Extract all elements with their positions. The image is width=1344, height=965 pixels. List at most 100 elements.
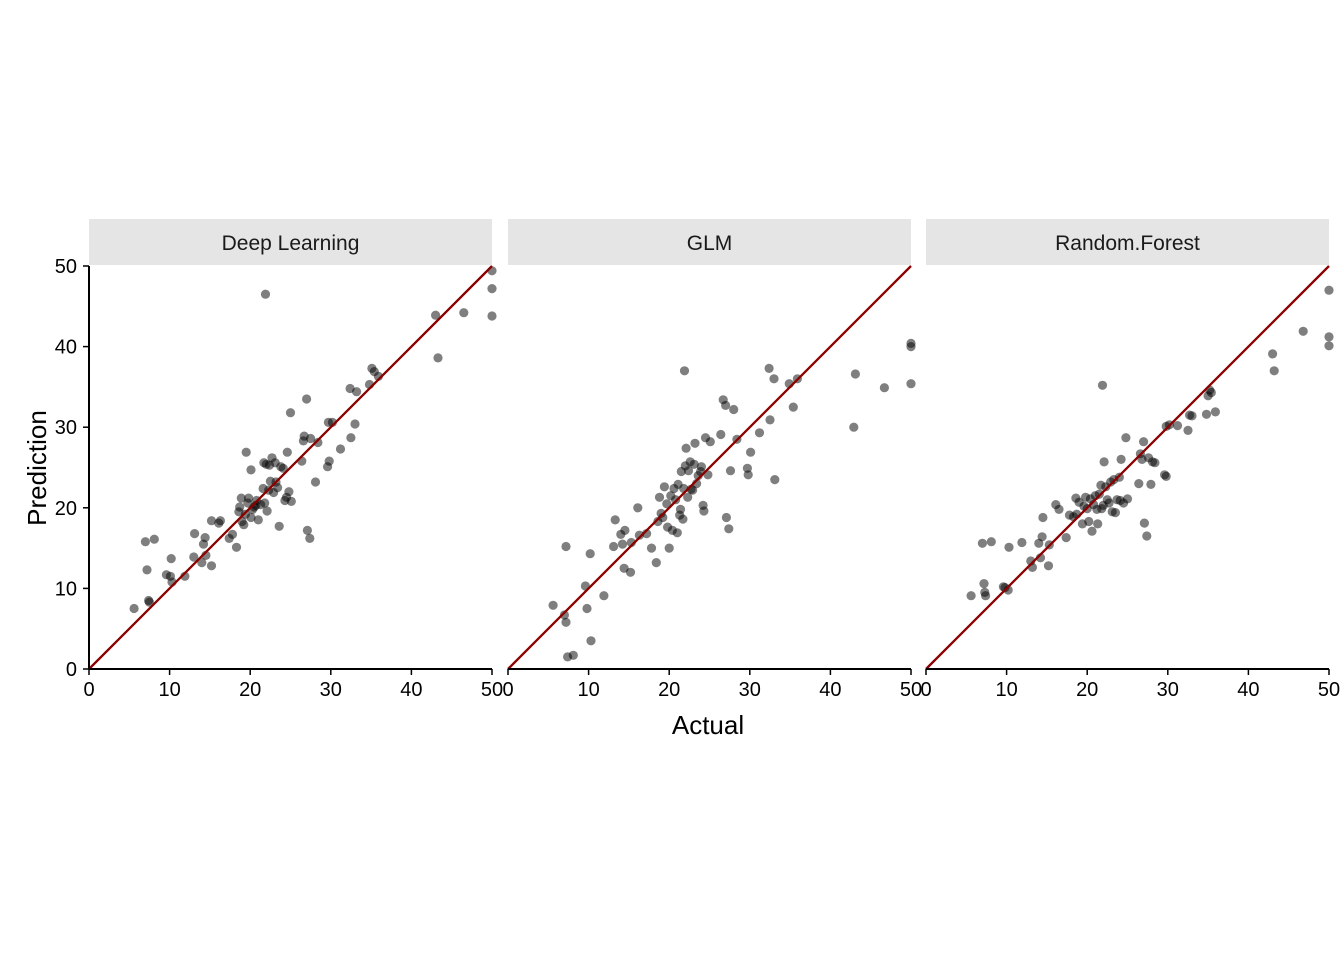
data-point — [431, 310, 441, 320]
data-point — [1084, 516, 1094, 527]
data-point — [1161, 471, 1171, 481]
data-point — [721, 400, 731, 410]
x-tick-label: 20 — [239, 679, 261, 701]
data-point — [227, 529, 238, 540]
data-point — [850, 369, 861, 379]
data-point — [302, 525, 312, 536]
data-point — [1093, 519, 1103, 529]
data-point — [1087, 526, 1097, 536]
data-point — [1183, 425, 1193, 435]
data-point — [966, 591, 976, 601]
data-point — [1324, 332, 1334, 342]
facet-strip-label: Deep Learning — [222, 232, 360, 255]
y-tick-label: 10 — [55, 578, 77, 600]
data-point — [683, 466, 694, 476]
data-point — [1004, 542, 1014, 552]
data-point — [689, 459, 699, 469]
x-tick-label: 20 — [658, 679, 680, 701]
data-point — [346, 433, 356, 443]
data-point — [459, 308, 469, 318]
data-point — [746, 447, 756, 457]
data-point — [561, 617, 571, 627]
data-point — [548, 600, 558, 610]
data-point — [849, 422, 859, 432]
data-point — [634, 530, 645, 540]
x-tick-label: 0 — [502, 679, 513, 701]
data-point — [1324, 341, 1334, 351]
data-point — [690, 438, 700, 448]
data-point — [1122, 494, 1133, 504]
data-point — [274, 521, 284, 531]
data-point — [305, 533, 315, 544]
data-point — [324, 456, 334, 466]
y-tick-label: 40 — [55, 337, 77, 359]
data-point — [879, 383, 890, 393]
data-point — [1172, 421, 1183, 431]
data-point — [149, 534, 159, 544]
x-tick-label: 0 — [920, 679, 931, 701]
data-point — [487, 284, 497, 294]
x-tick-label: 10 — [577, 679, 599, 701]
data-point — [235, 502, 245, 512]
data-point — [1150, 458, 1160, 468]
data-point — [197, 558, 207, 568]
y-tick-label: 30 — [55, 417, 77, 439]
data-point — [1038, 512, 1048, 523]
points-group — [548, 338, 916, 662]
data-point — [190, 529, 200, 539]
data-point — [769, 374, 779, 384]
data-point — [705, 437, 715, 447]
data-point — [1201, 409, 1212, 419]
data-point — [206, 561, 217, 571]
data-point — [625, 567, 636, 577]
data-point — [285, 408, 296, 418]
data-point — [559, 610, 570, 620]
data-point — [310, 477, 321, 487]
data-point — [981, 591, 991, 601]
data-point — [1210, 407, 1220, 417]
data-point — [1037, 532, 1047, 542]
data-point — [582, 603, 592, 614]
facet-strip — [89, 219, 492, 265]
facet-strip-label: Random.Forest — [1055, 232, 1200, 255]
data-point — [487, 311, 497, 321]
data-point — [979, 579, 989, 589]
data-point — [671, 495, 681, 505]
data-point — [1061, 533, 1071, 543]
data-point — [215, 516, 225, 526]
points-group — [966, 285, 1334, 601]
data-point — [1142, 531, 1152, 541]
x-tick-label: 50 — [481, 679, 503, 701]
data-point — [678, 514, 688, 524]
data-point — [262, 506, 272, 516]
data-point — [313, 437, 323, 448]
data-point — [335, 444, 346, 454]
data-point — [140, 537, 150, 547]
x-tick-label: 40 — [1237, 679, 1259, 701]
data-point — [977, 538, 988, 548]
data-point — [278, 463, 288, 473]
data-point — [681, 443, 691, 453]
panel-2: Random.Forest 0 10 20 30 40 50 — [920, 219, 1340, 701]
data-point — [246, 465, 256, 475]
y-axis-title: Prediction — [22, 410, 52, 526]
y-tick-label: 50 — [55, 256, 77, 278]
data-point — [617, 539, 628, 549]
reference-line — [925, 265, 1330, 670]
data-point — [1043, 561, 1054, 571]
data-point — [260, 498, 270, 508]
data-point — [1146, 479, 1156, 489]
data-point — [1097, 380, 1108, 390]
panel-0: Deep Learning 0 10 20 30 40 50 0 10 20 30 40 50 — [55, 219, 503, 701]
data-point — [142, 565, 152, 575]
x-tick-label: 50 — [900, 679, 922, 701]
data-point — [906, 379, 916, 389]
data-point — [724, 524, 734, 534]
data-point — [699, 506, 709, 516]
y-tick-label: 0 — [66, 659, 77, 681]
data-point — [350, 419, 360, 429]
data-point — [302, 394, 312, 404]
x-tick-label: 10 — [995, 679, 1017, 701]
data-point — [646, 543, 657, 553]
